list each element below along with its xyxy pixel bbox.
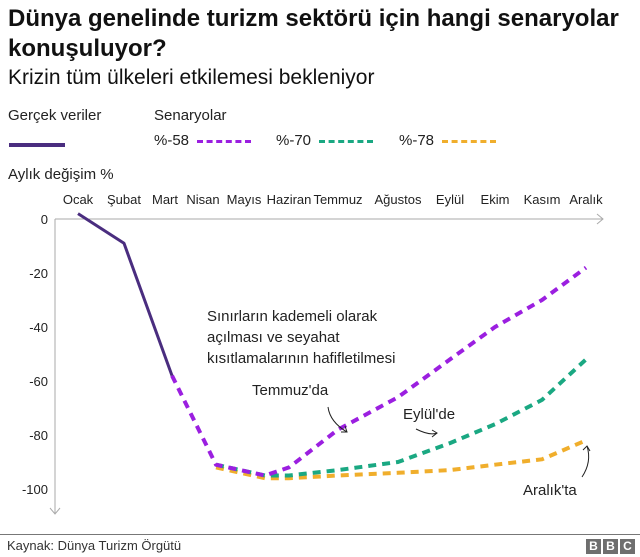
x-tick-label: Mart xyxy=(152,192,178,207)
bbc-logo-b2: B xyxy=(603,539,618,554)
series-line xyxy=(215,438,587,481)
x-tick-label: Temmuz xyxy=(313,192,362,207)
aralik-arrow-icon xyxy=(581,445,590,478)
x-tick-label: Aralık xyxy=(569,192,603,207)
y-tick-label: -20 xyxy=(29,266,48,281)
series-line xyxy=(77,212,174,377)
temmuz-arrow-icon xyxy=(327,406,348,433)
y-axis-title: Aylık değişim % xyxy=(8,166,114,183)
x-tick-label: Ekim xyxy=(481,192,510,207)
legend-item-78-swatch xyxy=(442,140,496,143)
y-tick-label: -100 xyxy=(22,482,48,497)
bbc-logo-b1: B xyxy=(586,539,601,554)
legend-scenarios-label: Senaryolar xyxy=(154,107,227,124)
x-axis-labels: Ocak Şubat Mart Nisan Mayıs Haziran Temmuz Ağus… xyxy=(63,192,603,207)
legend-item-78-label: %-78 xyxy=(399,132,435,149)
annotation-eylul: Eylül'de xyxy=(403,406,456,423)
y-tick-label: 0 xyxy=(41,212,48,227)
x-tick-label: Kasım xyxy=(524,192,561,207)
y-axis-arrow-icon xyxy=(49,507,61,515)
source-note: Kaynak: Dünya Turizm Örgütü xyxy=(7,538,182,553)
footer-divider xyxy=(0,534,640,535)
y-tick-label: -60 xyxy=(29,374,48,389)
y-axis-labels: 0 -20 -40 -60 -80 -100 xyxy=(22,212,48,497)
series-line xyxy=(215,357,588,478)
x-tick-label: Mayıs xyxy=(227,192,262,207)
annotation-line-3: kısıtlamalarının hafifletilmesi xyxy=(207,350,396,367)
annotation-line-2: açılması ve seyahat xyxy=(207,329,340,346)
chart-subtitle: Krizin tüm ülkeleri etkilemesi bekleniyo… xyxy=(8,66,375,89)
x-tick-label: Ağustos xyxy=(375,192,422,207)
annotation-line-1: Sınırların kademeli olarak xyxy=(207,308,378,325)
legend-actual-swatch xyxy=(9,143,65,147)
x-tick-label: Haziran xyxy=(267,192,312,207)
legend-item-58-swatch xyxy=(197,140,251,143)
x-tick-label: Nisan xyxy=(186,192,219,207)
x-axis-arrow-icon xyxy=(596,213,604,225)
bbc-logo-c: C xyxy=(620,539,635,554)
series-line xyxy=(170,265,588,478)
annotation-main: Sınırların kademeli olarak açılması ve s… xyxy=(207,306,395,369)
chart-title: Dünya genelinde turizm sektörü için hang… xyxy=(8,5,619,62)
x-tick-label: Şubat xyxy=(107,192,141,207)
legend-item-70-label: %-70 xyxy=(276,132,312,149)
legend-actual-label: Gerçek veriler xyxy=(8,107,102,124)
x-tick-label: Eylül xyxy=(436,192,464,207)
y-tick-label: -80 xyxy=(29,428,48,443)
legend-item-58-label: %-58 xyxy=(154,132,190,149)
bbc-logo: B B C xyxy=(586,539,635,554)
y-tick-label: -40 xyxy=(29,320,48,335)
x-tick-label: Ocak xyxy=(63,192,94,207)
legend-item-70-swatch xyxy=(319,140,373,143)
annotation-temmuz: Temmuz'da xyxy=(252,382,329,399)
annotation-aralik: Aralık'ta xyxy=(523,482,577,499)
